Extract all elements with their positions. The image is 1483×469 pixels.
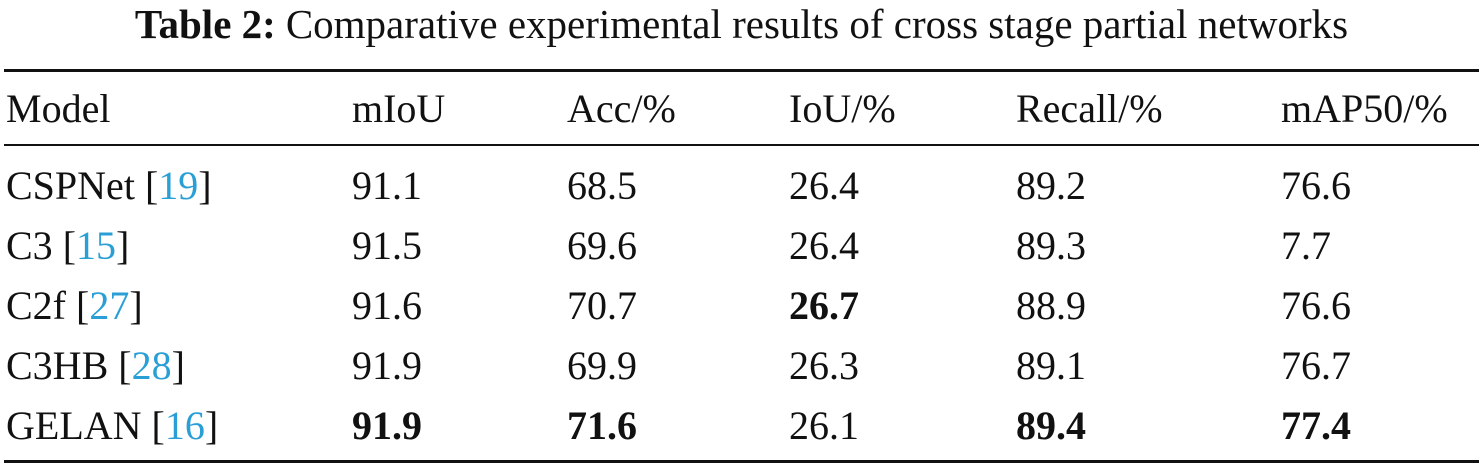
table-header-row: Model mIoU Acc/% IoU/% Recall/% mAP50/% bbox=[0, 84, 1483, 134]
table-row: CSPNet [19] 91.1 68.5 26.4 89.2 76.6 bbox=[0, 161, 1483, 211]
recall-cell: 89.3 bbox=[1016, 223, 1086, 268]
map50-cell: 77.4 bbox=[1281, 403, 1351, 448]
table-row: GELAN [16] 91.9 71.6 26.1 89.4 77.4 bbox=[0, 401, 1483, 451]
map50-cell: 76.7 bbox=[1281, 343, 1351, 388]
iou-cell: 26.3 bbox=[789, 343, 859, 388]
top-rule bbox=[4, 69, 1479, 72]
miou-cell: 91.9 bbox=[352, 343, 422, 388]
iou-cell: 26.4 bbox=[789, 223, 859, 268]
acc-cell: 70.7 bbox=[567, 283, 637, 328]
citation-link[interactable]: 19 bbox=[158, 163, 199, 208]
model-name: C3HB bbox=[6, 343, 109, 388]
miou-cell: 91.5 bbox=[352, 223, 422, 268]
model-name-cell: C2f [27] bbox=[6, 283, 143, 328]
citation-link[interactable]: 16 bbox=[164, 403, 205, 448]
table-row: C3HB [28] 91.9 69.9 26.3 89.1 76.7 bbox=[0, 341, 1483, 391]
miou-cell: 91.6 bbox=[352, 283, 422, 328]
table-caption: Table 2: Comparative experimental results… bbox=[0, 0, 1483, 52]
model-name: CSPNet bbox=[6, 163, 135, 208]
table-row: C2f [27] 91.6 70.7 26.7 88.9 76.6 bbox=[0, 281, 1483, 331]
model-name: C3 bbox=[6, 223, 53, 268]
header-acc: Acc/% bbox=[567, 86, 676, 131]
acc-cell: 68.5 bbox=[567, 163, 637, 208]
map50-cell: 76.6 bbox=[1281, 283, 1351, 328]
model-name-cell: CSPNet [19] bbox=[6, 163, 212, 208]
citation-link[interactable]: 27 bbox=[89, 283, 130, 328]
recall-cell: 89.4 bbox=[1016, 403, 1086, 448]
model-name-cell: C3HB [28] bbox=[6, 343, 185, 388]
table-caption-text: Comparative experimental results of cros… bbox=[285, 1, 1349, 47]
recall-cell: 88.9 bbox=[1016, 283, 1086, 328]
citation-link[interactable]: 28 bbox=[131, 343, 172, 388]
header-iou: IoU/% bbox=[789, 86, 896, 131]
header-miou: mIoU bbox=[352, 86, 446, 131]
header-map50: mAP50/% bbox=[1281, 86, 1448, 131]
map50-cell: 7.7 bbox=[1281, 223, 1331, 268]
model-name-cell: C3 [15] bbox=[6, 223, 130, 268]
table-row: C3 [15] 91.5 69.6 26.4 89.3 7.7 bbox=[0, 221, 1483, 271]
bottom-rule bbox=[4, 460, 1479, 463]
acc-cell: 71.6 bbox=[567, 403, 637, 448]
model-name-cell: GELAN [16] bbox=[6, 403, 219, 448]
miou-cell: 91.9 bbox=[352, 403, 422, 448]
map50-cell: 76.6 bbox=[1281, 163, 1351, 208]
model-name: GELAN bbox=[6, 403, 142, 448]
header-rule bbox=[4, 144, 1479, 146]
iou-cell: 26.7 bbox=[789, 283, 859, 328]
acc-cell: 69.6 bbox=[567, 223, 637, 268]
iou-cell: 26.1 bbox=[789, 403, 859, 448]
header-model: Model bbox=[6, 86, 111, 131]
iou-cell: 26.4 bbox=[789, 163, 859, 208]
acc-cell: 69.9 bbox=[567, 343, 637, 388]
recall-cell: 89.2 bbox=[1016, 163, 1086, 208]
table-caption-label: Table 2: bbox=[134, 1, 276, 47]
citation-link[interactable]: 15 bbox=[76, 223, 117, 268]
header-recall: Recall/% bbox=[1016, 86, 1163, 131]
miou-cell: 91.1 bbox=[352, 163, 422, 208]
model-name: C2f bbox=[6, 283, 66, 328]
recall-cell: 89.1 bbox=[1016, 343, 1086, 388]
